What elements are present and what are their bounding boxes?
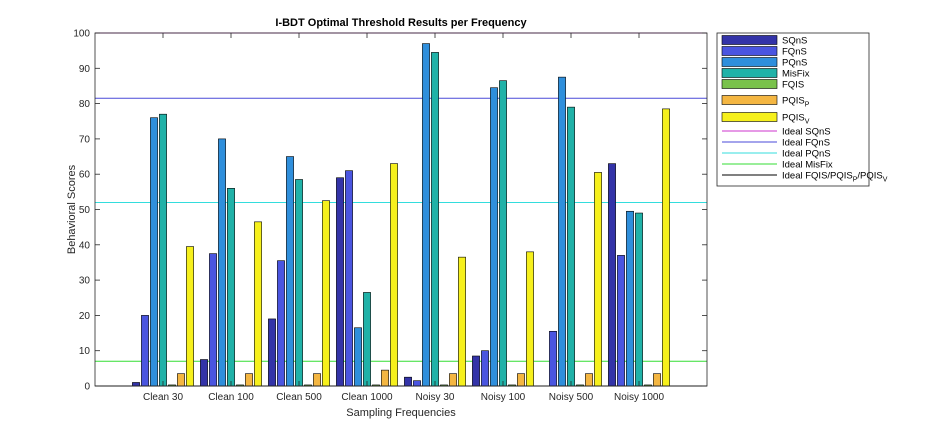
- bar-sqns-3: [336, 177, 344, 387]
- bar-pqis-p-5: [517, 373, 525, 387]
- x-tick-label-4: Noisy 30: [416, 392, 455, 403]
- legend-label-5: PQISP: [782, 96, 810, 109]
- bar-fqns-6: [549, 330, 557, 387]
- bar-fqns-0: [141, 315, 149, 387]
- legend-label-1: FQnS: [782, 47, 807, 58]
- legend-swatch-6: [721, 112, 778, 122]
- bar-pqis-p-3: [381, 369, 389, 387]
- y-tick-label-4: 40: [79, 240, 91, 251]
- y-tick-label-8: 80: [79, 99, 91, 110]
- bar-sqns-5: [472, 355, 480, 387]
- legend-ref-label-4: Ideal FQIS/PQISP/PQISV: [782, 171, 888, 184]
- bar-pqis-v-2: [322, 200, 330, 387]
- bar-misfix-1: [227, 188, 235, 387]
- bar-pqis-v-1: [254, 221, 262, 387]
- bar-misfix-7: [635, 212, 643, 387]
- bar-sqns-0: [132, 382, 140, 387]
- legend-label-6: PQISV: [782, 113, 810, 126]
- y-tick-label-5: 50: [79, 205, 91, 216]
- bar-pqis-p-6: [585, 373, 593, 387]
- bar-misfix-6: [567, 106, 575, 387]
- legend-swatch-1: [721, 46, 778, 56]
- bar-fqns-5: [481, 350, 489, 387]
- bar-pqns-5: [490, 87, 498, 387]
- x-tick-label-1: Clean 100: [208, 392, 254, 403]
- bar-fqns-3: [345, 170, 353, 387]
- bar-pqis-p-0: [177, 373, 185, 387]
- x-tick-label-7: Noisy 1000: [614, 392, 664, 403]
- bar-pqis-p-4: [449, 373, 457, 387]
- legend-swatch-5: [721, 95, 778, 105]
- bar-fqns-1: [209, 253, 217, 387]
- legend-ref-label-3: Ideal MisFix: [782, 160, 833, 171]
- bar-pqis-v-5: [526, 251, 534, 387]
- bar-pqns-1: [218, 138, 226, 387]
- y-axis-title: Behavioral Scores: [66, 164, 78, 254]
- y-tick-label-10: 100: [73, 29, 90, 40]
- bar-misfix-2: [295, 179, 303, 387]
- chart-title: I-BDT Optimal Threshold Results per Freq…: [275, 17, 527, 29]
- bar-pqis-v-4: [458, 256, 466, 387]
- legend-swatch-2: [721, 57, 778, 67]
- bar-sqns-1: [200, 359, 208, 387]
- y-tick-label-0: 0: [84, 382, 90, 393]
- bar-misfix-4: [431, 52, 439, 387]
- bar-misfix-3: [363, 292, 371, 387]
- legend-ref-label-2: Ideal PQnS: [782, 149, 831, 160]
- x-tick-label-6: Noisy 500: [549, 392, 594, 403]
- y-tick-label-1: 10: [79, 346, 91, 357]
- bar-pqis-v-7: [662, 108, 670, 387]
- bar-pqns-2: [286, 156, 294, 387]
- bar-pqis-v-3: [390, 163, 398, 387]
- bar-pqis-p-2: [313, 373, 321, 387]
- bar-pqns-6: [558, 76, 566, 387]
- x-axis: Clean 30 Clean 100 Clean 500 Clean 1000 Nois…: [143, 33, 664, 403]
- y-tick-label-3: 30: [79, 276, 91, 287]
- x-tick-label-5: Noisy 100: [481, 392, 526, 403]
- legend-label-2: PQnS: [782, 58, 807, 69]
- bar-pqis-p-7: [653, 373, 661, 387]
- bar-pqis-v-0: [186, 246, 194, 387]
- legend-swatch-3: [721, 68, 778, 78]
- x-tick-label-2: Clean 500: [276, 392, 322, 403]
- bar-pqns-3: [354, 327, 362, 387]
- legend-ref-label-0: Ideal SQnS: [782, 127, 831, 138]
- y-tick-label-9: 90: [79, 64, 91, 75]
- legend-label-3: MisFix: [782, 69, 810, 80]
- bar-fqns-2: [277, 260, 285, 387]
- x-axis-title: Sampling Frequencies: [346, 407, 456, 419]
- legend-ref-label-1: Ideal FQnS: [782, 138, 830, 149]
- bar-sqns-7: [608, 163, 616, 387]
- legend-swatch-0: [721, 35, 778, 45]
- legend-label-4: FQIS: [782, 80, 804, 91]
- bar-sqns-4: [404, 376, 412, 387]
- bar-pqis-p-1: [245, 373, 253, 387]
- bar-fqns-7: [617, 255, 625, 387]
- y-tick-label-7: 70: [79, 134, 91, 145]
- bar-fqns-4: [413, 380, 421, 387]
- bar-pqis-v-6: [594, 172, 602, 387]
- bar-pqns-4: [422, 43, 430, 387]
- bar-pqns-0: [150, 117, 158, 387]
- bar-pqns-7: [626, 210, 634, 387]
- bar-misfix-0: [159, 113, 167, 387]
- y-tick-label-2: 20: [79, 311, 91, 322]
- bar-misfix-5: [499, 80, 507, 387]
- legend-swatch-4: [721, 79, 778, 89]
- x-tick-label-0: Clean 30: [143, 392, 183, 403]
- y-axis: 0 10 20 30 40 50 60 70 80 90 100: [73, 29, 707, 393]
- x-tick-label-3: Clean 1000: [341, 392, 393, 403]
- legend-label-0: SQnS: [782, 36, 807, 47]
- bar-sqns-2: [268, 318, 276, 387]
- y-tick-label-6: 60: [79, 170, 91, 181]
- plot-area: [95, 33, 707, 386]
